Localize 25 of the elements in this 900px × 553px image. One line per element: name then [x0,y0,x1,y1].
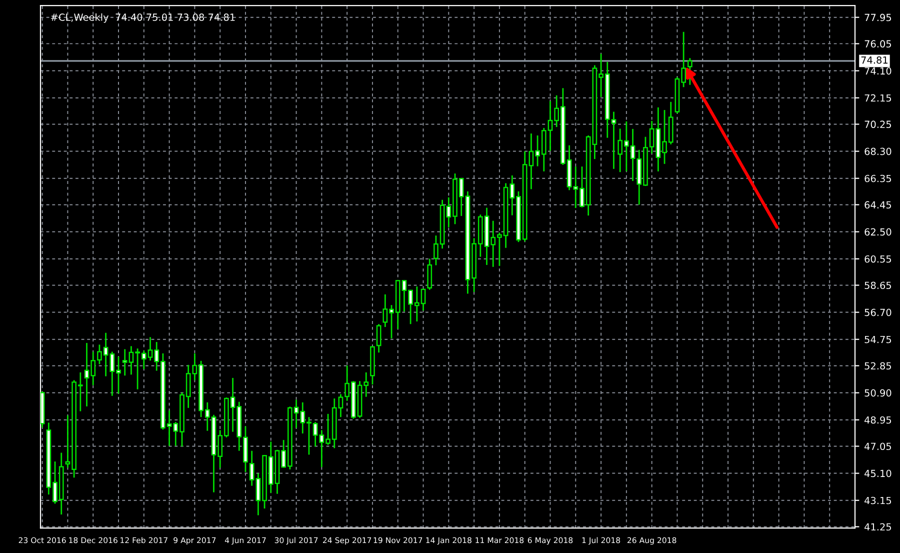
y-tick-label: 50.90 [864,389,892,397]
y-tick-label: 64.45 [864,201,892,209]
ref-line-label: 74.81 [861,56,888,64]
y-tick-label: 76.05 [864,40,892,48]
y-tick-label: 74.10 [864,67,892,75]
y-tick-label: 45.10 [864,470,892,478]
y-tick-label: 60.55 [864,255,892,263]
y-tick-label: 41.25 [864,523,892,531]
y-tick-label: 62.50 [864,228,892,236]
candlestick [687,57,692,86]
y-tick-label: 48.95 [864,416,892,424]
y-tick-label: 52.85 [864,362,892,370]
y-tick-label: 47.05 [864,442,892,450]
y-tick-label: 54.75 [864,336,892,344]
y-tick-label: 77.95 [864,14,892,22]
y-tick-label: 66.35 [864,174,892,182]
candlestick [427,258,432,290]
y-tick-label: 43.15 [864,496,892,504]
candlestick [376,323,382,354]
text: #CL,Weekly 74.40 75.01 73.08 74.81 [51,13,235,23]
y-tick-label: 68.30 [864,148,892,156]
y-tick-label: 70.25 [864,120,892,128]
y-tick-label: 56.70 [864,308,892,316]
y-tick-label: 58.65 [864,282,892,290]
y-tick-label: 72.15 [864,94,892,102]
